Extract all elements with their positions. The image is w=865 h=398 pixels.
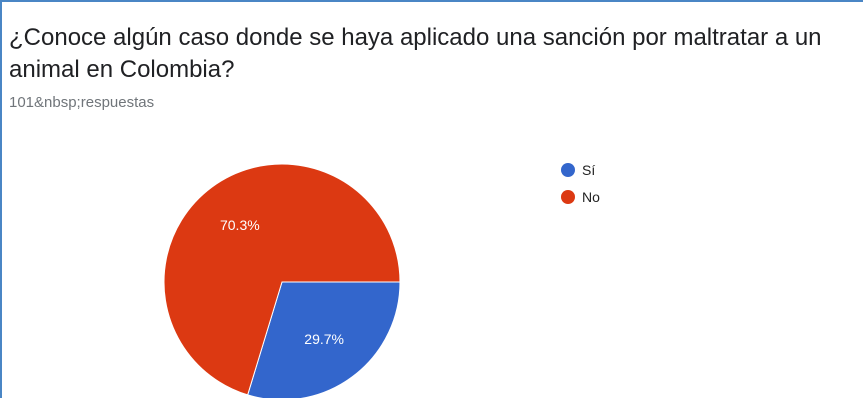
legend-label-no: No — [582, 189, 600, 205]
response-count: 101&nbsp;respuestas — [9, 94, 155, 111]
legend-swatch-no — [561, 190, 575, 204]
question-title: ¿Conoce algún caso donde se haya aplicad… — [9, 24, 822, 83]
pie-label-si: 29.7% — [304, 331, 344, 347]
pie-label-no: 70.3% — [220, 217, 260, 233]
pie-slice-no — [163, 163, 401, 396]
legend-swatch-si — [561, 163, 575, 177]
pie-slice-si — [247, 281, 401, 398]
legend-label-si: Sí — [582, 162, 595, 178]
